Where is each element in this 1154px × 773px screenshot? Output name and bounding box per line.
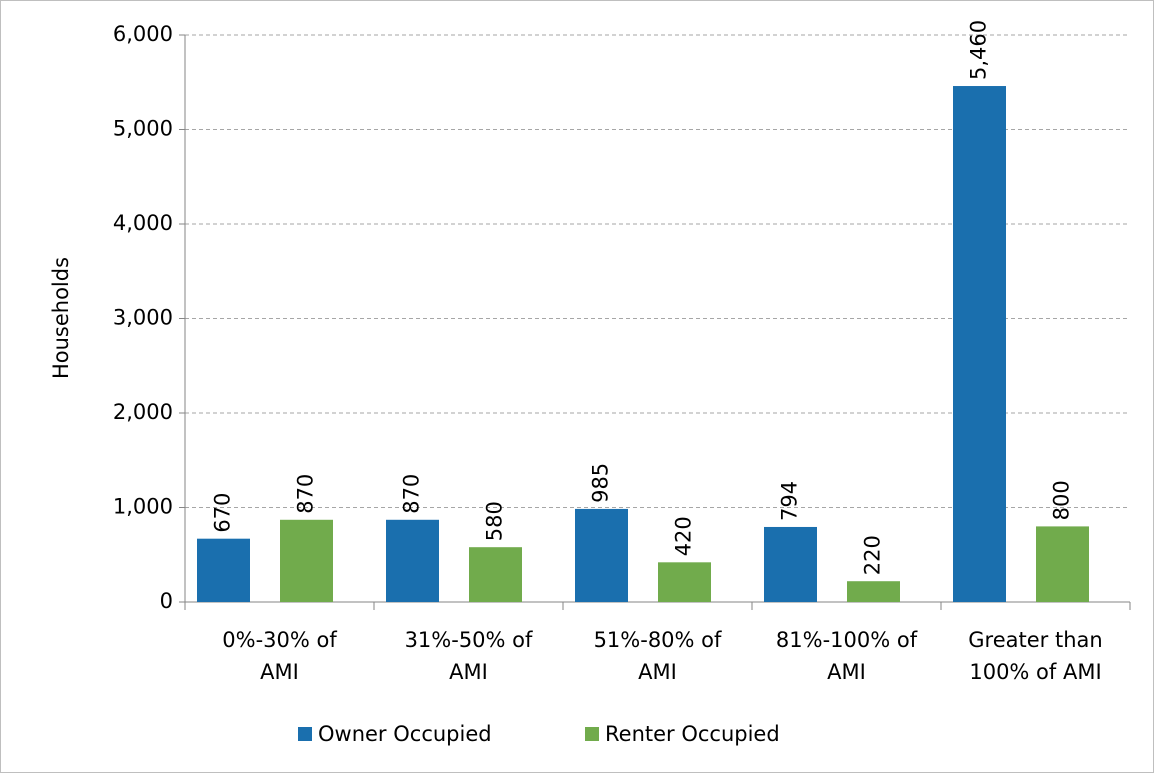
x-tick-label: 81%-100% of AMI: [776, 628, 918, 684]
data-label: 870: [294, 474, 318, 514]
bar: [197, 538, 250, 602]
x-tick-label: Greater than 100% of AMI: [968, 628, 1102, 684]
bar: [575, 508, 628, 602]
bar: [280, 519, 333, 602]
legend-swatch: [585, 727, 599, 741]
legend-label: Renter Occupied: [605, 722, 780, 746]
legend-label: Owner Occupied: [318, 722, 492, 746]
data-label: 985: [589, 463, 613, 503]
x-tick-label: 51%-80% of AMI: [594, 628, 722, 684]
x-tick-label: 31%-50% of AMI: [405, 628, 533, 684]
data-label: 5,460: [967, 20, 991, 80]
data-label: 580: [483, 501, 507, 541]
x-tick-label: 0%-30% of AMI: [222, 628, 337, 684]
legend-swatch: [298, 727, 312, 741]
bar: [953, 86, 1006, 602]
y-tick-label: 4,000: [113, 211, 173, 235]
bar: [1036, 526, 1089, 602]
y-tick-label: 1,000: [113, 495, 173, 519]
y-tick-label: 0: [160, 589, 173, 613]
y-axis-title: Households: [49, 257, 73, 379]
data-label: 800: [1050, 480, 1074, 520]
data-label: 220: [861, 535, 885, 575]
bar: [469, 547, 522, 602]
data-label: 870: [400, 474, 424, 514]
y-tick-label: 2,000: [113, 400, 173, 424]
y-tick-label: 6,000: [113, 22, 173, 46]
y-tick-label: 3,000: [113, 306, 173, 330]
data-label: 670: [211, 493, 235, 533]
data-label: 420: [672, 516, 696, 556]
bar: [658, 562, 711, 602]
bar: [764, 526, 817, 602]
y-tick-label: 5,000: [113, 117, 173, 141]
data-label: 794: [778, 481, 802, 521]
bar: [386, 519, 439, 602]
bar: [847, 581, 900, 602]
